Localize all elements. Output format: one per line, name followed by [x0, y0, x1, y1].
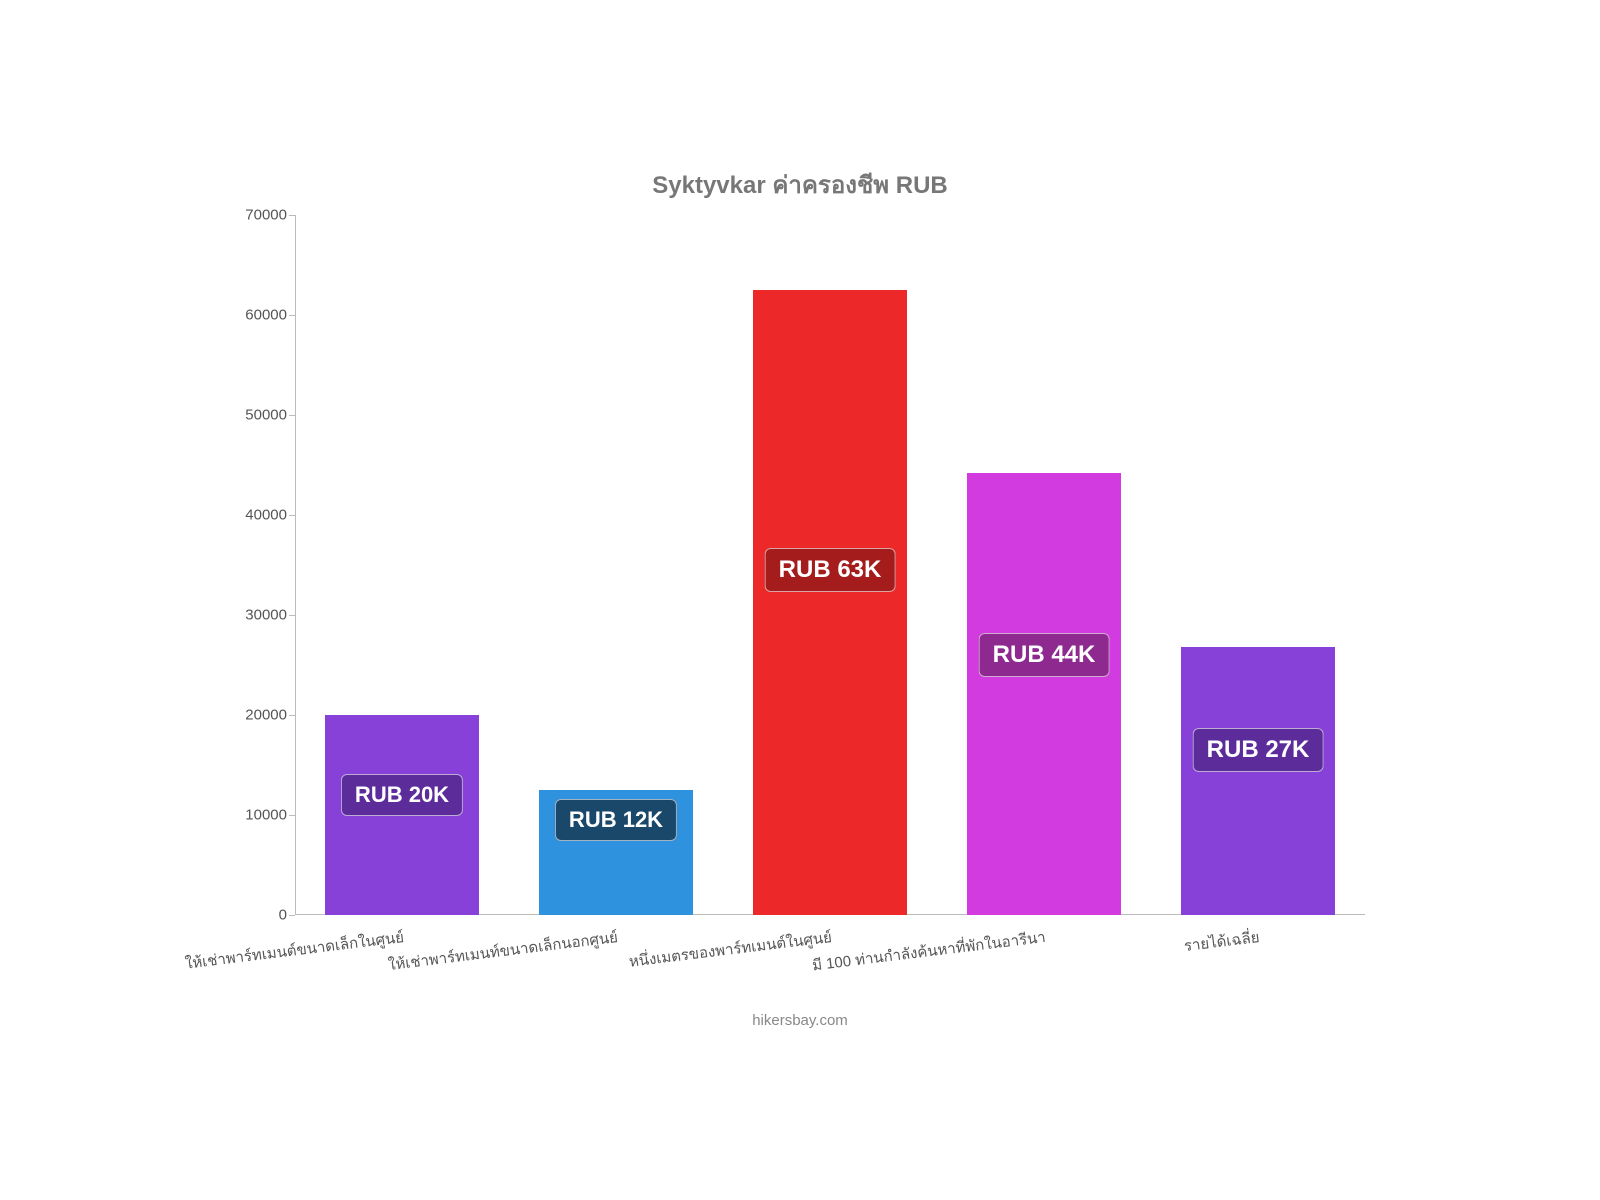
y-tick-label: 30000 — [245, 607, 287, 624]
y-tick-label: 40000 — [245, 507, 287, 524]
y-tick-mark — [289, 615, 295, 616]
y-tick-mark — [289, 415, 295, 416]
bar-annotation: RUB 27K — [1193, 728, 1324, 772]
x-tick-label: หนึ่งเมตรของพาร์ทเมนต์ในศูนย์ — [627, 925, 833, 974]
bar — [753, 290, 907, 915]
bar-annotation: RUB 12K — [555, 799, 677, 841]
chart-footer: hikersbay.com — [215, 1012, 1385, 1029]
chart-container: Syktyvkar ค่าครองชีพ RUB RUB 20KRUB 12KR… — [215, 165, 1385, 1035]
y-tick-mark — [289, 315, 295, 316]
y-tick-label: 10000 — [245, 807, 287, 824]
bar-annotation: RUB 44K — [979, 633, 1110, 677]
y-tick-label: 0 — [279, 907, 287, 924]
y-tick-label: 60000 — [245, 307, 287, 324]
x-tick-label: ให้เช่าพาร์ทเมนต์ขนาดเล็กในศูนย์ — [183, 925, 405, 976]
bar-annotation: RUB 20K — [341, 774, 463, 816]
x-tick-label: ให้เช่าพาร์ทเมนท์ขนาดเล็กนอกศูนย์ — [386, 925, 619, 977]
y-tick-mark — [289, 915, 295, 916]
y-tick-mark — [289, 815, 295, 816]
y-tick-mark — [289, 515, 295, 516]
bar-annotation: RUB 63K — [765, 548, 896, 592]
y-tick-label: 70000 — [245, 207, 287, 224]
x-tick-label: รายได้เฉลี่ย — [1183, 925, 1261, 958]
y-tick-label: 50000 — [245, 407, 287, 424]
plot-area: RUB 20KRUB 12KRUB 63KRUB 44KRUB 27K 0100… — [295, 215, 1365, 915]
y-tick-label: 20000 — [245, 707, 287, 724]
y-tick-mark — [289, 715, 295, 716]
bar — [1181, 647, 1335, 915]
y-tick-mark — [289, 215, 295, 216]
bars-group: RUB 20K RUB 12K RUB 63K RUB 44K RUB 27K — [295, 215, 1365, 915]
chart-title: Syktyvkar ค่าครองชีพ RUB — [215, 165, 1385, 204]
x-tick-label: มี 100 ท่านกำลังค้นหาที่พักในอารีนา — [811, 925, 1047, 977]
bar — [967, 473, 1121, 915]
